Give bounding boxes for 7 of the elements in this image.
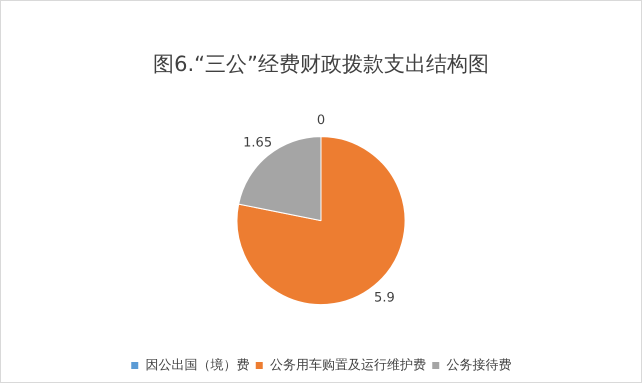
legend-label: 公务接待费 [446,358,512,373]
data-label: 5.9 [374,290,395,306]
legend-label: 公务用车购置及运行维护费 [270,358,426,373]
legend-label: 因公出国（境）费 [145,356,250,373]
chart-title: 图6.“三公”经费财政拨款支出结构图 [153,52,489,76]
data-label: 1.65 [243,136,272,151]
text: 0 [316,112,326,128]
